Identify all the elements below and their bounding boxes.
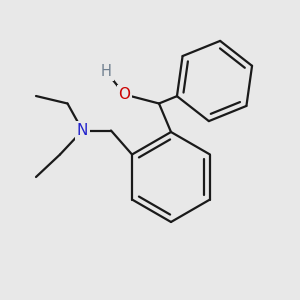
Text: H: H xyxy=(101,64,112,80)
Text: N: N xyxy=(77,123,88,138)
Text: O: O xyxy=(118,87,130,102)
